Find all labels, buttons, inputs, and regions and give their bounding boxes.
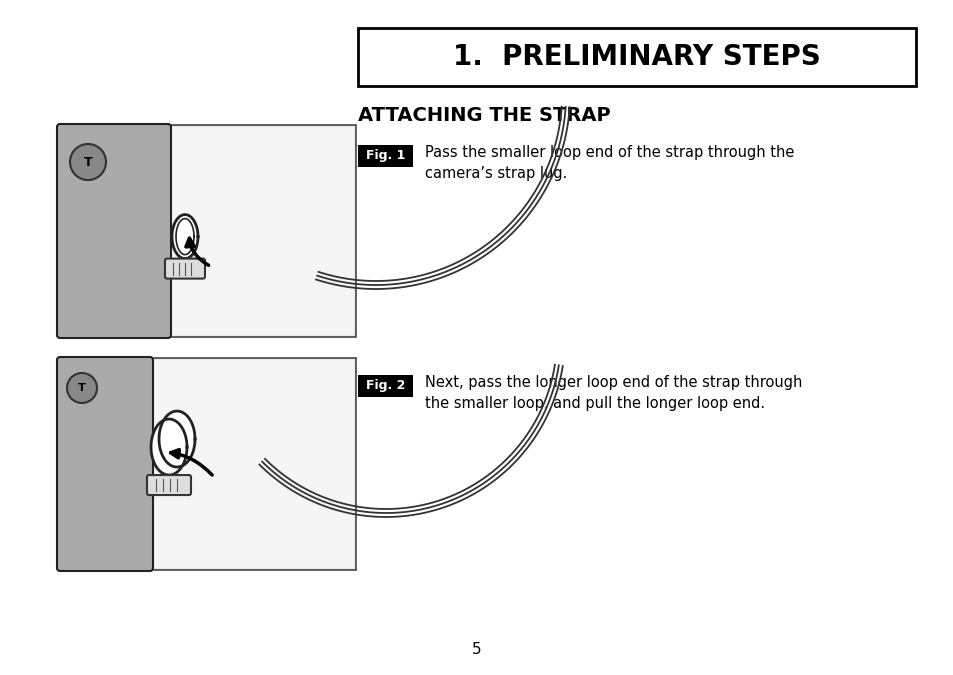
Text: 5: 5 (472, 643, 481, 657)
Text: 1.  PRELIMINARY STEPS: 1. PRELIMINARY STEPS (453, 43, 820, 71)
FancyBboxPatch shape (57, 357, 152, 571)
Polygon shape (159, 411, 194, 467)
Text: Next, pass the longer loop end of the strap through
the smaller loop, and pull t: Next, pass the longer loop end of the st… (424, 375, 801, 411)
Circle shape (67, 373, 97, 403)
FancyBboxPatch shape (165, 259, 205, 279)
Polygon shape (151, 419, 187, 475)
Text: Fig. 1: Fig. 1 (365, 149, 405, 163)
FancyBboxPatch shape (168, 127, 354, 335)
FancyBboxPatch shape (357, 375, 413, 397)
Polygon shape (172, 215, 198, 259)
FancyBboxPatch shape (150, 360, 354, 568)
FancyBboxPatch shape (357, 28, 915, 86)
Circle shape (70, 144, 106, 180)
Text: Pass the smaller loop end of the strap through the
camera’s strap lug.: Pass the smaller loop end of the strap t… (424, 145, 794, 181)
Text: T: T (78, 383, 86, 393)
Text: Fig. 2: Fig. 2 (365, 379, 405, 392)
Text: ATTACHING THE STRAP: ATTACHING THE STRAP (357, 106, 610, 125)
FancyBboxPatch shape (58, 358, 355, 570)
FancyBboxPatch shape (357, 145, 413, 167)
Text: T: T (84, 155, 92, 169)
FancyBboxPatch shape (147, 475, 191, 495)
FancyBboxPatch shape (57, 124, 171, 338)
FancyBboxPatch shape (58, 125, 355, 337)
